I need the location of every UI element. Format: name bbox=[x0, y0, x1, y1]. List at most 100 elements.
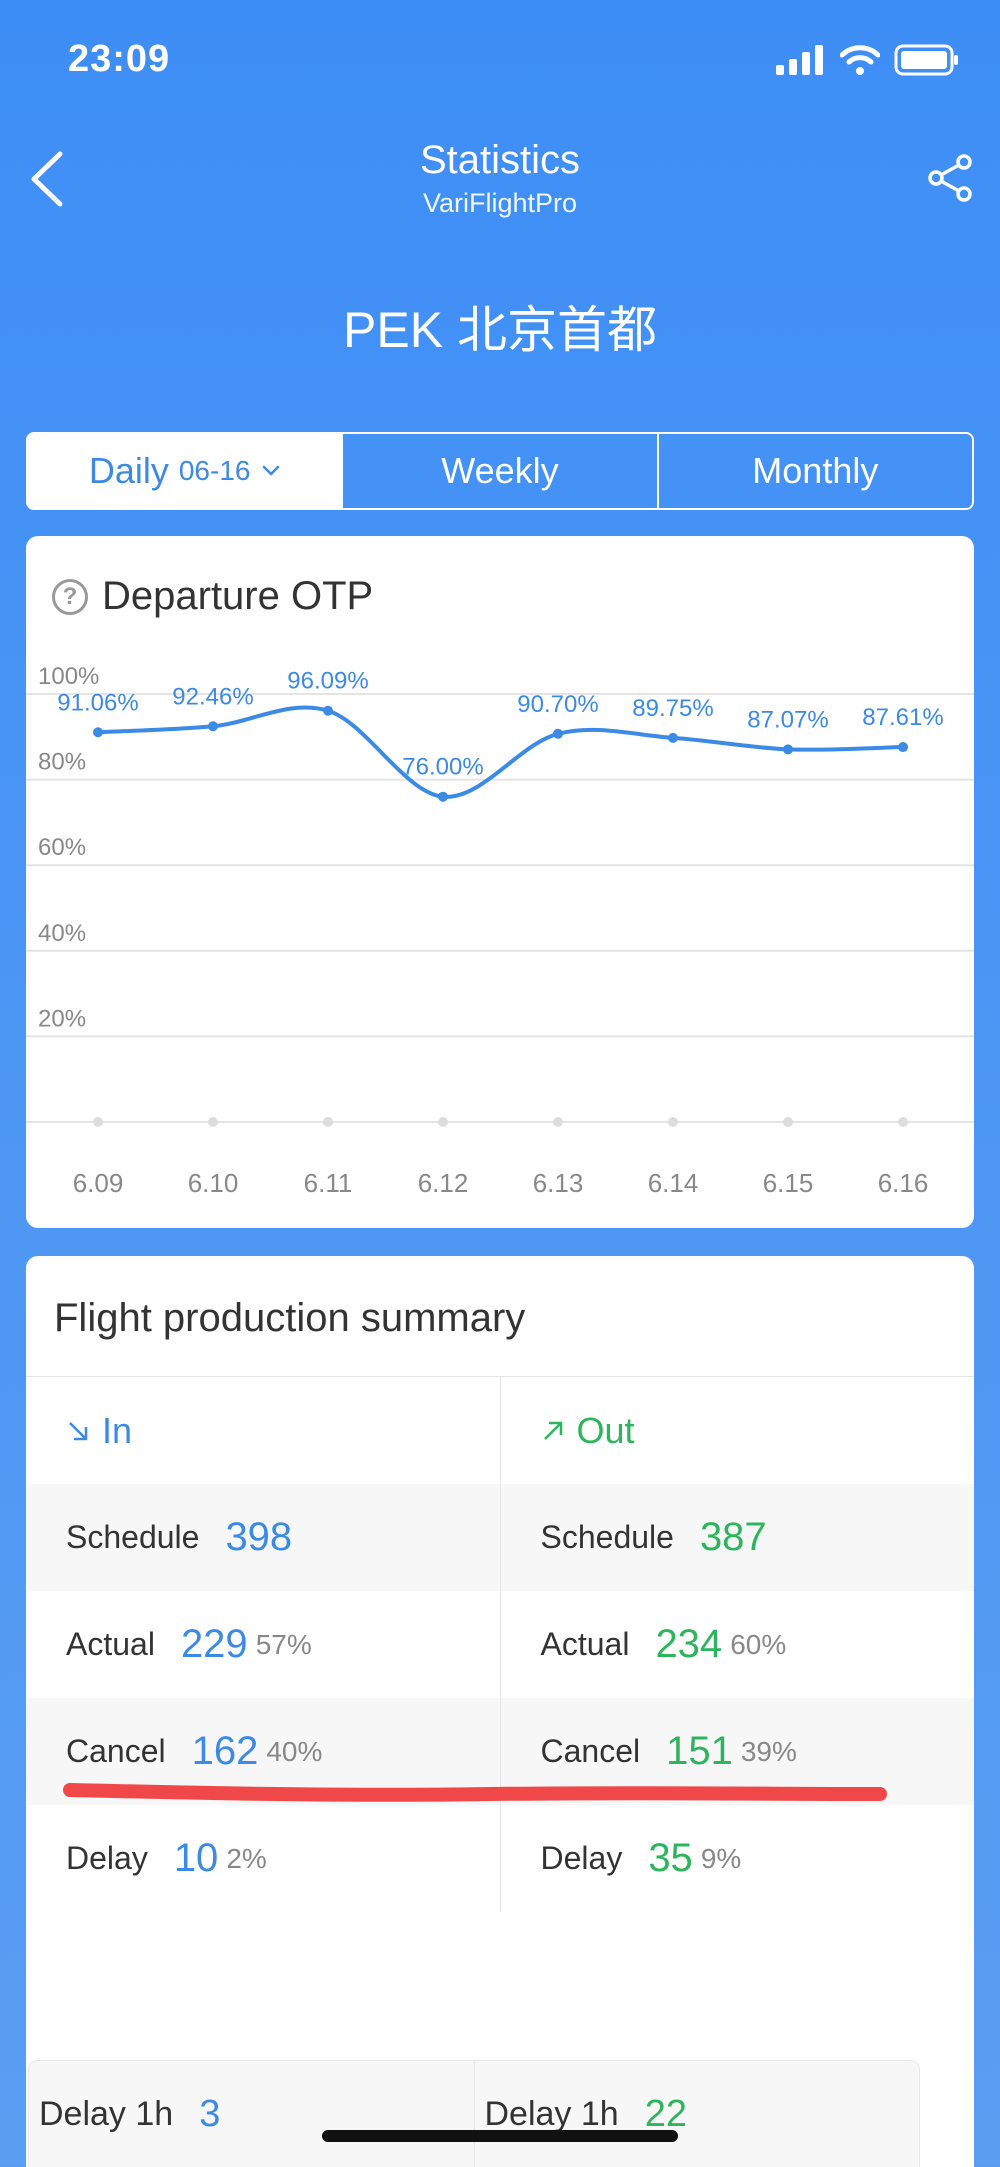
data-label: 92.46% bbox=[172, 683, 253, 710]
in-percent: 2% bbox=[226, 1842, 267, 1874]
signal-icon bbox=[776, 45, 823, 75]
in-value: 162 bbox=[191, 1729, 259, 1773]
in-value: 10 bbox=[173, 1836, 219, 1880]
otp-line-chart: 20% 40% 60% 80% 100%91.06% 6.09 92.46% 6.10 96.0… bbox=[26, 663, 974, 1198]
chevron-down-icon bbox=[263, 465, 280, 476]
back-button[interactable] bbox=[22, 144, 72, 214]
x-tick-dot bbox=[553, 1117, 563, 1127]
out-percent: 60% bbox=[730, 1628, 787, 1660]
data-point bbox=[323, 705, 333, 716]
y-tick-label: 20% bbox=[38, 1005, 86, 1032]
data-point bbox=[783, 744, 793, 755]
out-cell: Delay 35 9% bbox=[499, 1805, 975, 1912]
x-tick-label: 6.10 bbox=[188, 1168, 239, 1198]
x-tick-label: 6.15 bbox=[763, 1168, 814, 1198]
row-label: Delay bbox=[66, 1840, 148, 1876]
in-header: In bbox=[26, 1377, 500, 1484]
page-subtitle: VariFlightPro bbox=[422, 188, 578, 218]
in-cell: Actual 229 57% bbox=[26, 1591, 500, 1698]
x-tick-label: 6.13 bbox=[533, 1168, 584, 1198]
row-label: Delay 1h bbox=[484, 2095, 619, 2133]
row-label: Cancel bbox=[540, 1733, 641, 1769]
in-cell: Delay 10 2% bbox=[26, 1805, 500, 1912]
data-point bbox=[668, 732, 678, 743]
chevron-left-icon bbox=[31, 151, 63, 207]
x-tick-label: 6.12 bbox=[418, 1168, 469, 1198]
data-point bbox=[898, 742, 908, 753]
data-label: 89.75% bbox=[632, 695, 713, 722]
summary-title: Flight production summary bbox=[54, 1296, 526, 1340]
x-tick-dot bbox=[93, 1117, 103, 1127]
x-tick-dot bbox=[668, 1117, 678, 1127]
in-label: In bbox=[102, 1409, 133, 1451]
in-cell: Schedule 398 bbox=[26, 1484, 500, 1591]
highlight-underline bbox=[63, 1783, 887, 1802]
x-tick-dot bbox=[783, 1117, 793, 1127]
out-value: 22 bbox=[644, 2093, 687, 2135]
tab-daily-date: 06-16 bbox=[178, 455, 251, 486]
data-label: 90.70% bbox=[517, 691, 598, 718]
series-line bbox=[97, 705, 904, 799]
arrow-up-right-icon bbox=[543, 1421, 562, 1440]
share-button[interactable] bbox=[924, 152, 976, 204]
data-label: 96.09% bbox=[287, 668, 368, 695]
data-point bbox=[553, 728, 563, 739]
in-percent: 40% bbox=[266, 1735, 323, 1767]
out-cell: Delay 1h 22 bbox=[473, 2061, 920, 2167]
y-tick-label: 80% bbox=[38, 749, 86, 776]
x-tick-label: 6.11 bbox=[304, 1168, 353, 1198]
row-label: Delay 1h bbox=[39, 2095, 174, 2133]
data-label: 76.00% bbox=[402, 754, 483, 781]
out-percent: 39% bbox=[740, 1735, 797, 1767]
tab-monthly[interactable]: Monthly bbox=[656, 434, 972, 508]
data-point bbox=[93, 727, 103, 738]
arrow-down-right-icon bbox=[69, 1421, 88, 1440]
x-tick-label: 6.16 bbox=[878, 1168, 929, 1198]
page-title: Statistics bbox=[419, 138, 581, 182]
out-cell: Actual 234 60% bbox=[499, 1591, 975, 1698]
row-label: Actual bbox=[540, 1626, 630, 1662]
status-bar: 23:09 bbox=[0, 0, 1000, 120]
status-time: 23:09 bbox=[68, 38, 171, 80]
otp-title: Departure OTP bbox=[102, 574, 374, 618]
out-value: 234 bbox=[655, 1622, 723, 1666]
x-tick-label: 6.09 bbox=[73, 1168, 124, 1198]
flight-summary-card: Flight production summary In Out Schedul… bbox=[26, 1256, 974, 2167]
out-label: Out bbox=[576, 1409, 635, 1451]
row-label: Schedule bbox=[66, 1519, 200, 1555]
row-label: Actual bbox=[66, 1626, 155, 1662]
departure-otp-card: 20% 40% 60% 80% 100% 91.06% 6.09 92.46% 6.10 96.0… bbox=[26, 536, 974, 1228]
y-tick-label: 60% bbox=[38, 834, 86, 861]
delay-row-1h: Delay 1h 3 Delay 1h 22 bbox=[29, 2061, 919, 2167]
out-percent: 9% bbox=[700, 1842, 742, 1874]
help-icon[interactable]: ? bbox=[52, 578, 88, 615]
delay-breakdown: Delay 1h 3 Delay 1h 22 1-2h 2 1-2h 9 bbox=[28, 2060, 920, 2167]
x-tick-dot bbox=[898, 1117, 908, 1127]
in-cell: Cancel 162 40% bbox=[26, 1698, 500, 1805]
in-value: 229 bbox=[180, 1622, 248, 1666]
data-label: 87.07% bbox=[747, 706, 828, 733]
row-label: Cancel bbox=[66, 1733, 166, 1769]
out-cell: Schedule 387 bbox=[499, 1484, 975, 1591]
x-tick-label: 6.14 bbox=[648, 1168, 699, 1198]
in-cell: Delay 1h 3 bbox=[29, 2061, 474, 2167]
data-label: 87.61% bbox=[862, 704, 943, 731]
row-label: Delay bbox=[540, 1840, 623, 1876]
y-tick-label: 40% bbox=[38, 920, 86, 947]
x-tick-dot bbox=[438, 1117, 448, 1127]
tab-weekly[interactable]: Weekly bbox=[341, 434, 656, 508]
in-percent: 57% bbox=[255, 1628, 312, 1660]
out-header: Out bbox=[499, 1377, 975, 1484]
tab-daily[interactable]: Daily 06-16 bbox=[28, 434, 342, 508]
x-tick-dot bbox=[323, 1117, 333, 1127]
airport-name: PEK 北京首都 bbox=[343, 302, 657, 358]
period-tabs: Daily 06-16 Weekly Monthly bbox=[26, 432, 974, 510]
out-value: 387 bbox=[699, 1515, 767, 1559]
home-indicator[interactable] bbox=[322, 2130, 678, 2142]
summary-table: In Out Schedule 398 Schedule 387 Actual bbox=[26, 1376, 974, 1912]
summary-row-schedule: Schedule 398 Schedule 387 bbox=[26, 1484, 974, 1591]
out-value: 35 bbox=[648, 1836, 693, 1880]
otp-header: ? Departure OTP bbox=[52, 574, 373, 619]
data-point bbox=[208, 721, 218, 732]
out-value: 151 bbox=[666, 1729, 733, 1773]
